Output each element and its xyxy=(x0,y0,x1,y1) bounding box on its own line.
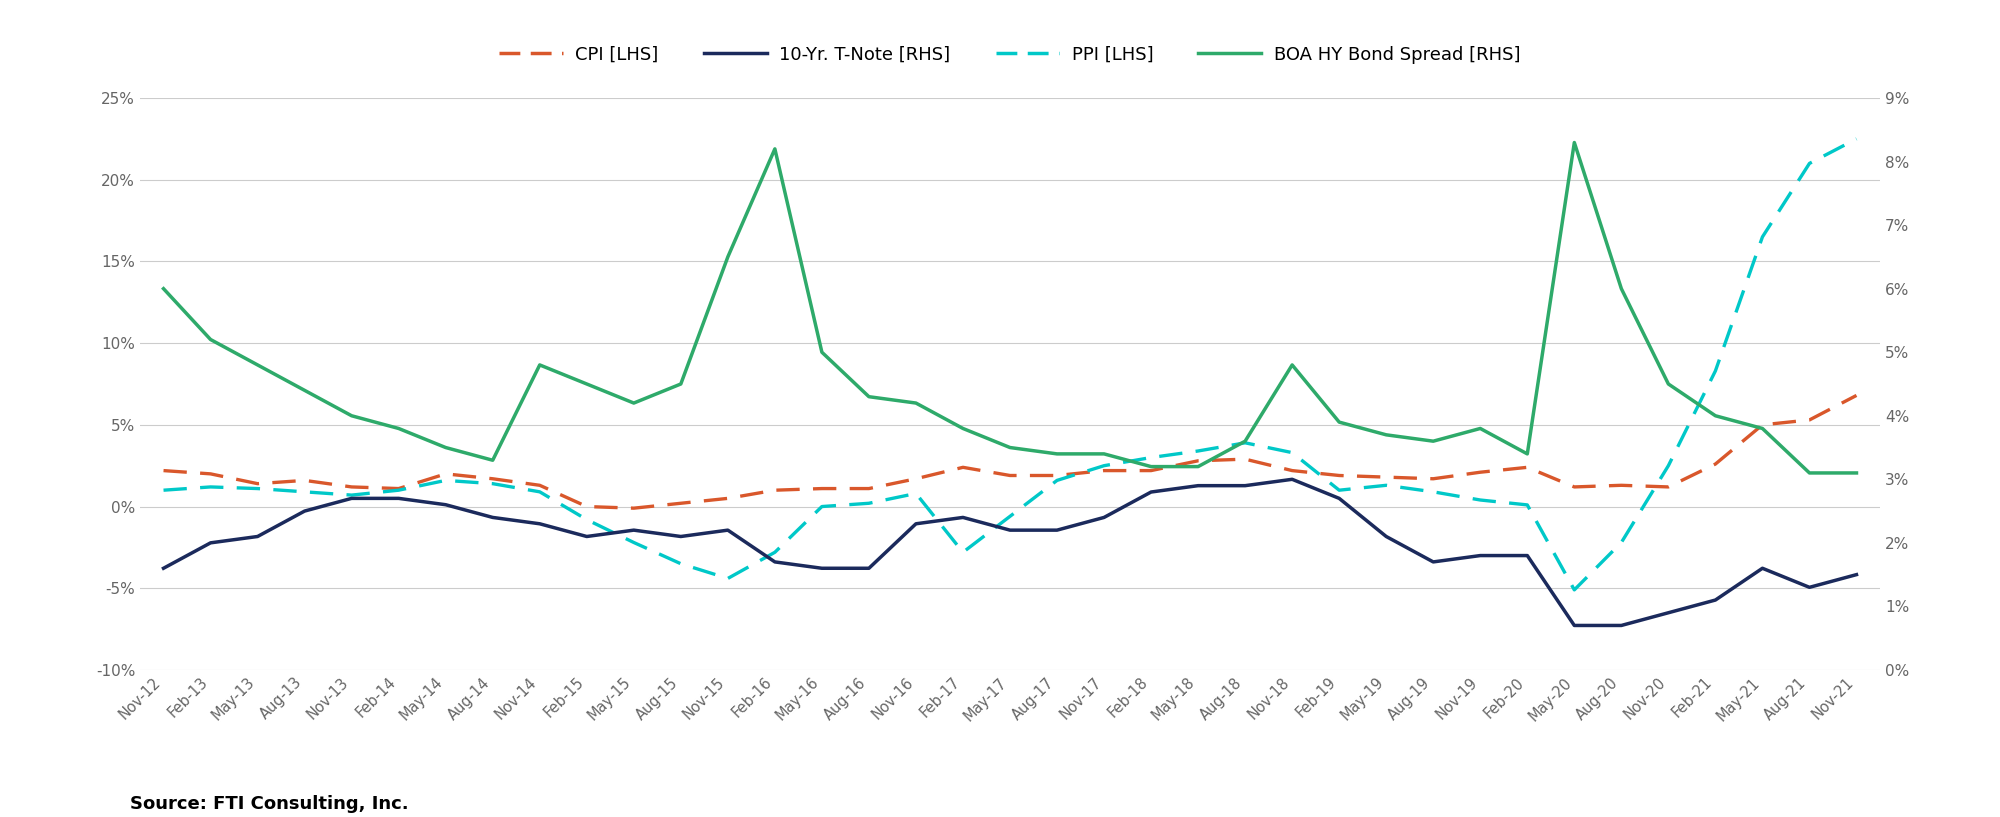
Text: Source: FTI Consulting, Inc.: Source: FTI Consulting, Inc. xyxy=(130,795,408,813)
Legend: CPI [LHS], 10-Yr. T-Note [RHS], PPI [LHS], BOA HY Bond Spread [RHS]: CPI [LHS], 10-Yr. T-Note [RHS], PPI [LHS… xyxy=(492,38,1528,71)
